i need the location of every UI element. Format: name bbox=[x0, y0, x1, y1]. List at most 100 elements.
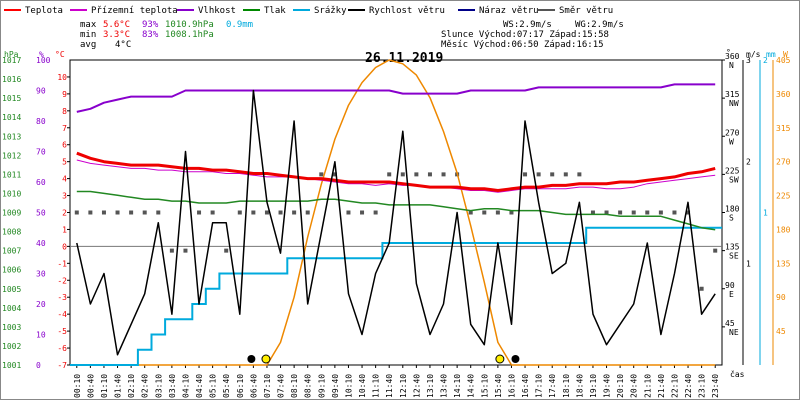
tick-time: 10:10 bbox=[344, 374, 353, 398]
wind-dir-point bbox=[129, 210, 134, 215]
tick-mm: 1 bbox=[763, 209, 768, 218]
tick-time: 06:40 bbox=[249, 374, 258, 398]
wind-dir-point bbox=[468, 210, 473, 215]
tick-hpa: 1008 bbox=[2, 228, 21, 237]
tick-time: 05:10 bbox=[209, 374, 218, 398]
tick-time: 19:10 bbox=[589, 374, 598, 398]
unit-w: W bbox=[783, 50, 788, 59]
chart-date: 26.11.2019 bbox=[365, 51, 443, 66]
unit-cas: čas bbox=[730, 369, 745, 379]
tick-time: 04:10 bbox=[181, 374, 190, 398]
tick-time: 21:10 bbox=[643, 374, 652, 398]
solar-line bbox=[76, 59, 716, 366]
stats-max-temp: 5.6°C bbox=[103, 20, 130, 30]
tick-time: 08:10 bbox=[290, 374, 299, 398]
info-wg: WG:2.9m/s bbox=[575, 20, 624, 30]
tick-time: 21:40 bbox=[657, 374, 666, 398]
legend-label-humidity: Vlhkost bbox=[198, 6, 236, 16]
tick-dir-label: E bbox=[729, 290, 734, 299]
sun-moon-markers bbox=[247, 354, 520, 364]
wind-dir-point bbox=[658, 210, 663, 215]
unit-hpa: hPa bbox=[4, 50, 19, 59]
wind-dir-point bbox=[536, 172, 541, 177]
tick-pct: 10 bbox=[36, 331, 46, 340]
tick-time: 17:40 bbox=[548, 374, 557, 398]
tick-dir-deg: 45 bbox=[725, 319, 735, 328]
tick-time: 17:10 bbox=[535, 374, 544, 398]
tick-mm: 2 bbox=[763, 56, 768, 65]
tick-time: 07:10 bbox=[263, 374, 272, 398]
legend: Teplota Přízemní teplota Vlhkost Tlak Sr… bbox=[4, 6, 613, 16]
tick-degc: 5 bbox=[62, 158, 67, 167]
tick-dir-deg: 135 bbox=[725, 243, 740, 252]
tick-time: 00:40 bbox=[86, 374, 95, 398]
axis-units: hPa % °C ° m/s mm W čas bbox=[4, 48, 788, 379]
legend-label-pressure: Tlak bbox=[264, 6, 286, 16]
tick-time: 00:10 bbox=[73, 374, 82, 398]
wind-speed-line bbox=[76, 89, 716, 356]
unit-mm: mm bbox=[766, 50, 776, 59]
tick-dir-deg: 180 bbox=[725, 205, 740, 214]
tick-pct: 70 bbox=[36, 148, 46, 157]
stats-max-hum: 93% bbox=[142, 20, 159, 30]
tick-dir-label: S bbox=[729, 214, 734, 223]
wind-dir-point bbox=[183, 248, 188, 253]
tick-degc: -6 bbox=[57, 344, 67, 353]
tick-solar: 225 bbox=[776, 192, 791, 201]
tick-pct: 100 bbox=[36, 56, 51, 65]
tick-time: 11:40 bbox=[385, 374, 394, 398]
wind-dir-point bbox=[224, 248, 229, 253]
tick-hpa: 1013 bbox=[2, 132, 21, 141]
tick-dir-label: NE bbox=[729, 328, 739, 337]
wind-dir-point bbox=[142, 210, 147, 215]
tick-time: 19:40 bbox=[603, 374, 612, 398]
tick-degc: -2 bbox=[57, 276, 67, 285]
tick-degc: 8 bbox=[62, 107, 67, 116]
legend-label-wind: Rychlost větru bbox=[369, 6, 445, 16]
axes: 1017101610151014101310121011101010091008… bbox=[2, 52, 791, 398]
tick-degc: 7 bbox=[62, 124, 67, 133]
wind-dir-point bbox=[115, 210, 120, 215]
tick-hpa: 1015 bbox=[2, 94, 21, 103]
tick-time: 06:10 bbox=[236, 374, 245, 398]
tick-solar: 270 bbox=[776, 158, 791, 167]
unit-pct: % bbox=[39, 50, 44, 59]
wind-dir-point bbox=[346, 210, 351, 215]
tick-ms: 1 bbox=[746, 259, 751, 268]
moon-marker bbox=[247, 355, 256, 363]
wind-dir-point bbox=[713, 248, 718, 253]
wind-dir-point bbox=[441, 172, 446, 177]
rain-line bbox=[70, 226, 722, 366]
unit-degc: °C bbox=[55, 50, 65, 59]
tick-solar: 405 bbox=[776, 56, 791, 65]
tick-degc: -7 bbox=[57, 361, 67, 370]
wind-dir-point bbox=[169, 248, 174, 253]
tick-dir-deg: 90 bbox=[725, 281, 735, 290]
tick-hpa: 1005 bbox=[2, 285, 21, 294]
info-ws: WS:2.9m/s bbox=[503, 20, 552, 30]
wind-dir-point bbox=[400, 172, 405, 177]
tick-degc: -1 bbox=[57, 259, 67, 268]
tick-time: 02:40 bbox=[141, 374, 150, 398]
tick-solar: 360 bbox=[776, 90, 791, 99]
tick-time: 14:10 bbox=[453, 374, 462, 398]
tick-time: 03:10 bbox=[154, 374, 163, 398]
wind-dir-point bbox=[319, 172, 324, 177]
wind-dir-point bbox=[387, 172, 392, 177]
stats-block: max 5.6°C 93% 1010.9hPa 0.9mm min 3.3°C … bbox=[80, 20, 253, 50]
tick-time: 15:40 bbox=[494, 374, 503, 398]
tick-hpa: 1001 bbox=[2, 361, 21, 370]
wind-dir-point bbox=[604, 210, 609, 215]
wind-dir-point bbox=[672, 210, 677, 215]
tick-hpa: 1004 bbox=[2, 304, 21, 313]
wind-dir-point bbox=[686, 210, 691, 215]
tick-degc: 1 bbox=[62, 225, 67, 234]
tick-degc: -5 bbox=[57, 327, 67, 336]
tick-hpa: 1012 bbox=[2, 151, 21, 160]
tick-pct: 90 bbox=[36, 87, 46, 96]
tick-degc: 2 bbox=[62, 209, 67, 218]
stats-max-rain: 0.9mm bbox=[226, 20, 253, 30]
